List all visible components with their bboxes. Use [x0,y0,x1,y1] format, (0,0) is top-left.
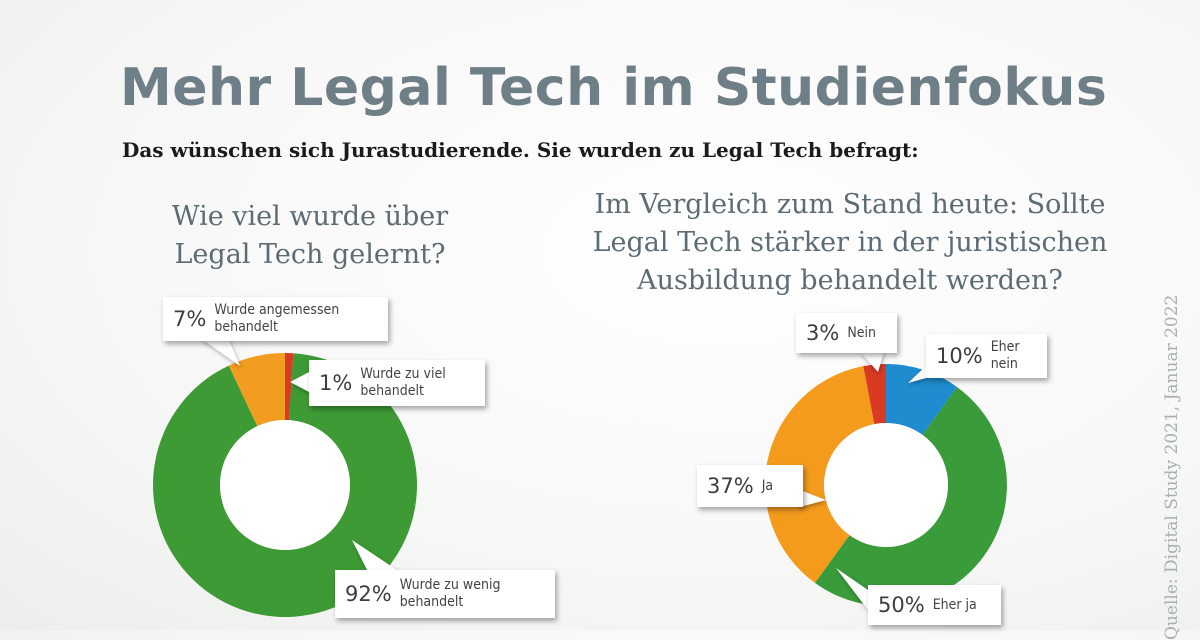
slice-percent-label: 1% [319,371,353,395]
chart-2-slice-0 [863,364,886,425]
pointer-zu-viel [290,372,309,392]
callout-zu-viel: 1% Wurde zu viel behandelt [309,360,485,406]
slice-label: Eher nein [990,339,1020,372]
slice-percent-label: 37% [707,474,754,498]
pointer-angemessen [200,338,240,366]
chart-1-donut-hole [220,420,350,550]
slice-label: Nein [847,324,876,341]
chart-2-donut-hole [824,423,948,547]
callout-ja: 37% Ja [697,465,803,507]
slice-label: Wurde angemessen behandelt [214,302,340,335]
chart-2-question-line: Legal Tech stärker in der juristischen [592,227,1108,258]
slice-percent-label: 50% [878,593,925,617]
chart-1-slice-0 [153,353,418,617]
pointer-eher-ja [836,568,868,610]
pointer-eher-nein [908,366,926,383]
chart-2-question-line: Ausbildung behandelt werden? [637,265,1063,296]
callout-eher-ja: 50% Eher ja [868,585,1001,625]
pointer-zu-wenig [352,540,400,572]
pointer-nein [860,352,884,372]
chart-2-question: Im Vergleich zum Stand heute: Sollte Leg… [560,186,1140,300]
slice-percent-label: 10% [936,344,983,368]
callout-zu-wenig: 92% Wurde zu wenig behandelt [335,570,555,618]
chart-1-slice-1 [228,353,285,427]
slice-percent-label: 7% [173,307,207,331]
chart-2-slice-3 [764,366,875,583]
chart-1-question-line: Legal Tech gelernt? [174,239,446,270]
slice-label: Eher ja [932,596,977,613]
chart-1-question: Wie viel wurde über Legal Tech gelernt? [100,198,520,274]
page-subtitle: Das wünschen sich Jurastudierende. Sie w… [122,138,919,162]
callout-angemessen: 7% Wurde angemessen behandelt [163,297,388,341]
chart-1-question-line: Wie viel wurde über [171,201,449,232]
slice-label: Wurde zu wenig behandelt [399,577,501,610]
source-text: Quelle: Digital Study 2021, Januar 2022 [1162,294,1182,640]
chart-2-slice-2 [814,387,1007,606]
chart-2-question-line: Im Vergleich zum Stand heute: Sollte [594,189,1106,220]
slice-percent-label: 92% [345,582,392,606]
slice-label: Wurde zu viel behandelt [360,366,446,399]
slice-label: Ja [761,477,774,494]
callout-eher-nein: 10% Eher nein [926,334,1047,378]
page-title: Mehr Legal Tech im Studienfokus [120,58,1108,118]
chart-1-slice-2 [285,353,294,421]
slice-percent-label: 3% [806,321,840,345]
callout-nein: 3% Nein [796,313,897,353]
chart-2-slice-1 [886,364,958,435]
